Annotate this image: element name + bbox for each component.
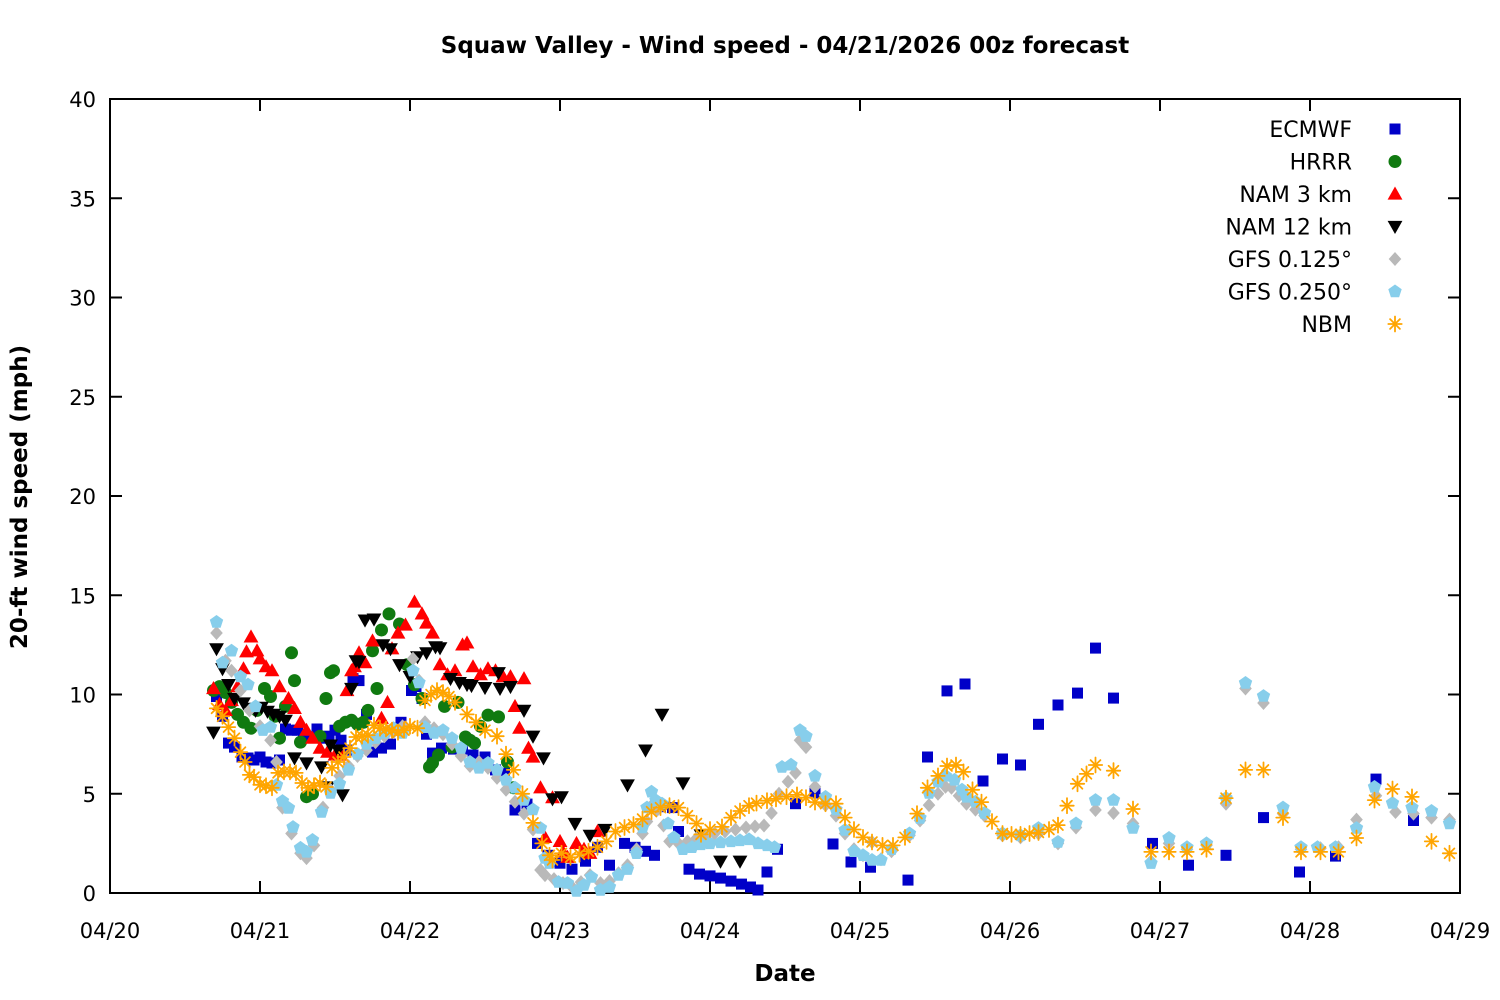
legend-marker-asterisk-icon [1387, 315, 1403, 333]
y-tick-label: 15 [69, 584, 96, 608]
x-tick-label: 04/28 [1280, 919, 1341, 943]
y-tick-label: 30 [69, 287, 96, 311]
x-tick-label: 04/23 [530, 919, 591, 943]
legend-label: NBM [1301, 313, 1352, 338]
legend-label: GFS 0.250° [1228, 281, 1352, 306]
y-tick-label: 0 [83, 882, 96, 906]
x-tick-label: 04/27 [1130, 919, 1191, 943]
series-gfs-0-250- [209, 615, 1457, 897]
legend-marker-diamond-icon [1388, 252, 1402, 266]
axes [109, 98, 1461, 894]
legend-label: NAM 3 km [1239, 183, 1352, 208]
legend-marker-pentagon-icon [1388, 284, 1402, 298]
legend-marker-square-icon [1389, 123, 1401, 135]
legend-label: HRRR [1290, 151, 1352, 176]
x-tick-label: 04/22 [380, 919, 441, 943]
y-tick-label: 40 [69, 88, 96, 112]
x-tick-label: 04/24 [680, 919, 741, 943]
x-tick-label: 04/20 [80, 919, 141, 943]
y-tick-label: 35 [69, 187, 96, 211]
legend-marker-triangle-down-icon [1387, 220, 1403, 234]
chart-title: Squaw Valley - Wind speed - 04/21/2026 0… [440, 33, 1130, 59]
x-tick-label: 04/25 [830, 919, 891, 943]
legend-marker-circle-icon [1388, 155, 1402, 168]
y-tick-label: 20 [69, 485, 96, 509]
x-tick-label: 04/21 [230, 919, 291, 943]
x-tick-label: 04/29 [1430, 919, 1491, 943]
legend-marker-triangle-up-icon [1387, 186, 1403, 200]
legend-label: GFS 0.125° [1228, 248, 1352, 273]
legend [1387, 123, 1403, 333]
x-axis-label: Date [754, 961, 816, 987]
y-tick-label: 10 [69, 684, 96, 708]
series-nbm [208, 682, 1458, 869]
y-tick-label: 25 [69, 386, 96, 410]
legend-label: NAM 12 km [1225, 216, 1352, 241]
x-tick-label: 04/26 [980, 919, 1041, 943]
legend-label: ECMWF [1269, 118, 1352, 143]
y-tick-label: 5 [83, 783, 96, 807]
